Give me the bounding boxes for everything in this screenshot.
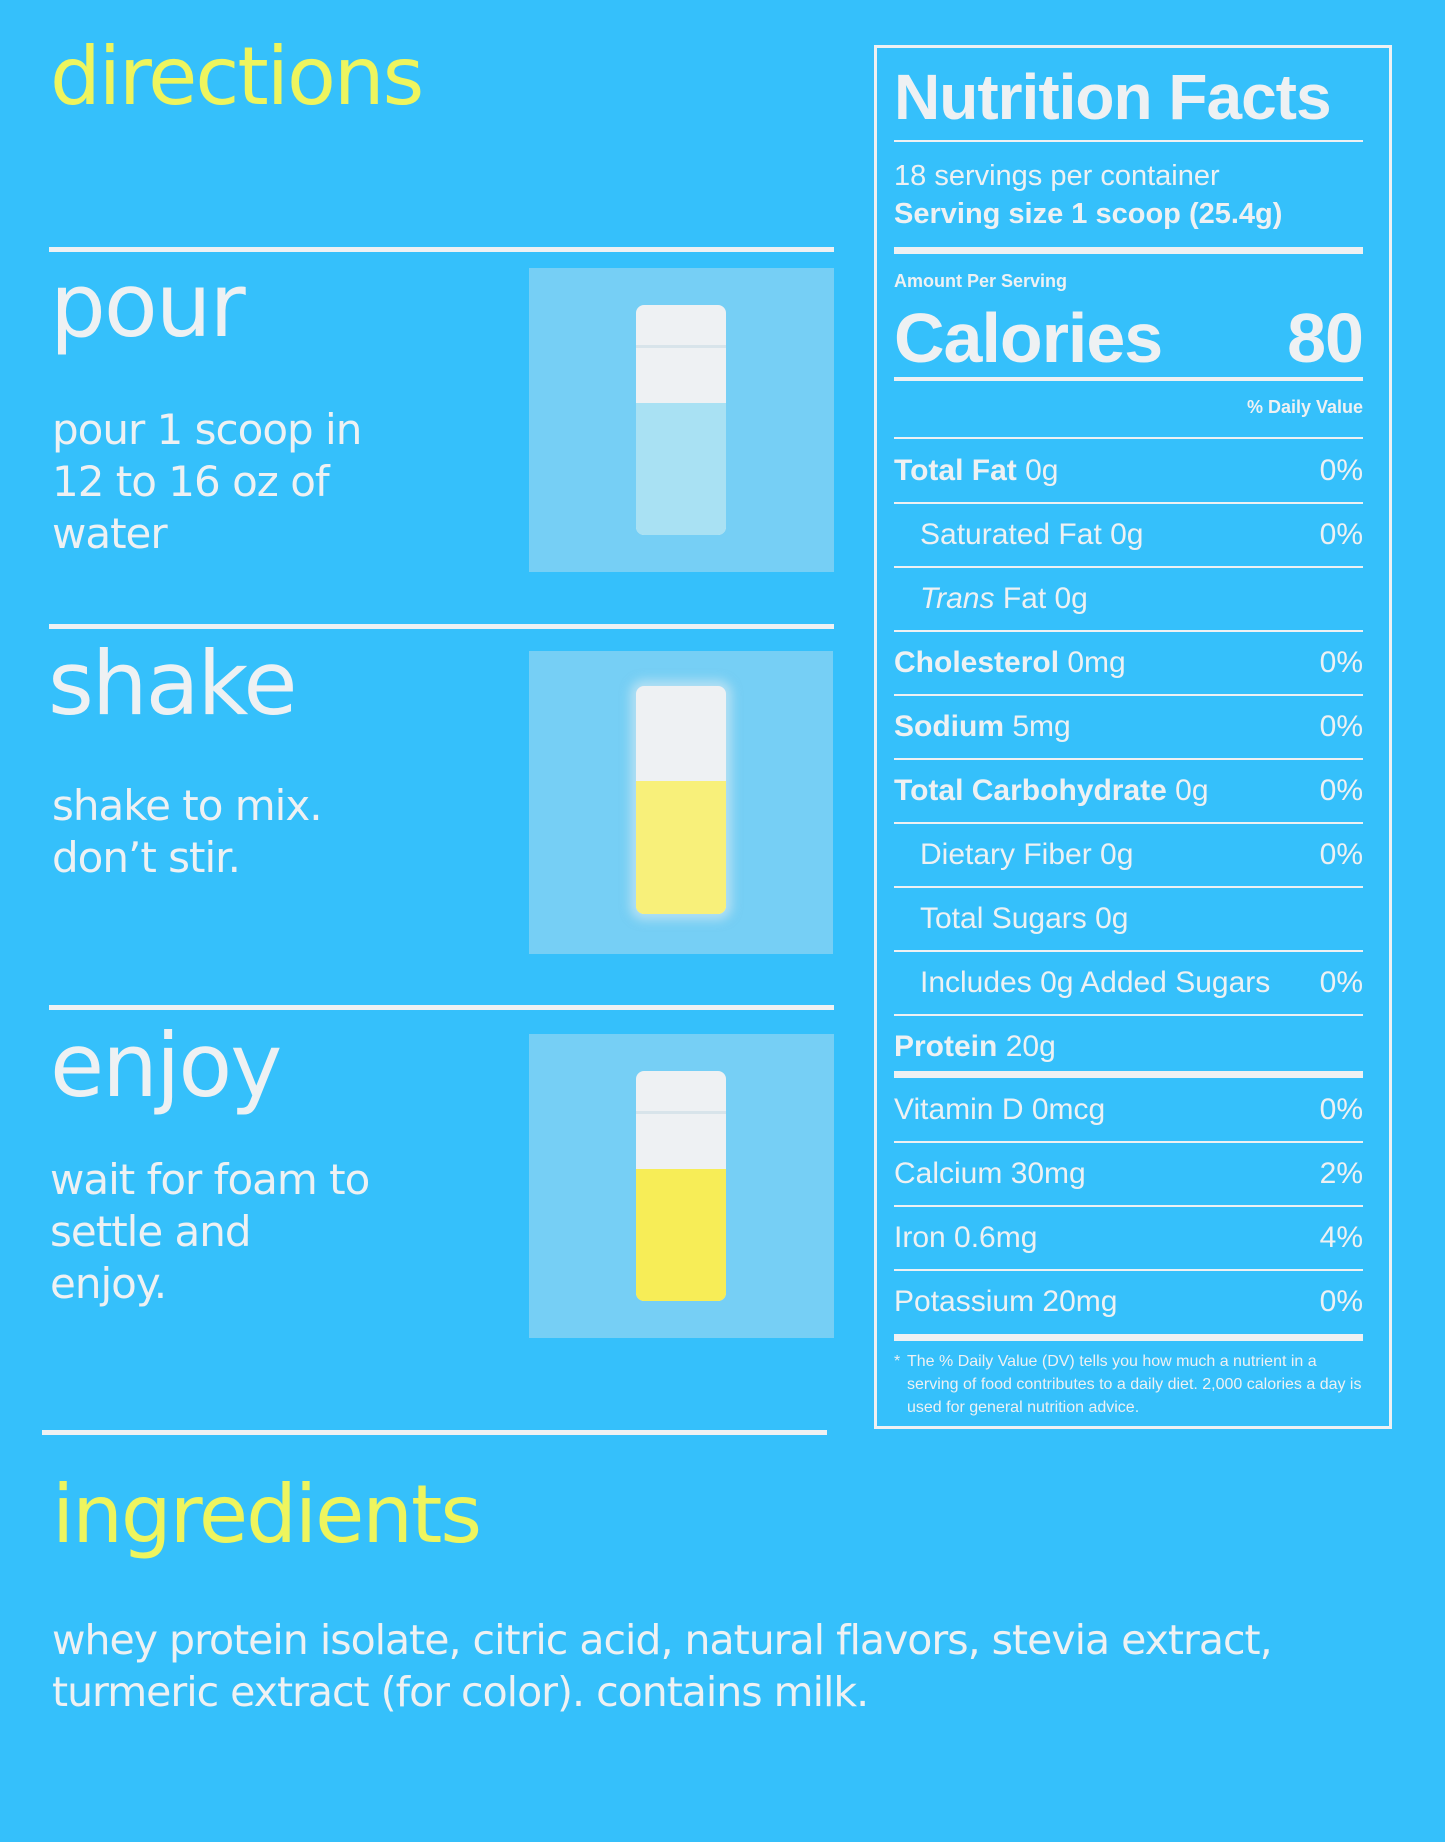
nutrient-label: Total Sugars 0g [920, 902, 1129, 935]
shaking-bottle-icon [636, 686, 726, 914]
nutrient-label: Protein [894, 1030, 998, 1063]
divider [42, 1430, 827, 1435]
nutrient-daily-value: 0% [1319, 454, 1363, 487]
nutrient-daily-value: 0% [1319, 966, 1363, 999]
divider [894, 566, 1363, 568]
nutrient-amount: Fat 0g [1002, 582, 1088, 615]
step-pour-text: pour 1 scoop in 12 to 16 oz of water [52, 405, 362, 558]
nutrient-label: Trans [920, 582, 995, 615]
divider [894, 694, 1363, 696]
nutrient-label: Sodium [894, 710, 1004, 743]
divider [894, 437, 1363, 439]
vitamin-daily-value: 0% [1319, 1093, 1363, 1126]
directions-title: directions [50, 30, 424, 123]
divider [49, 1005, 834, 1010]
vitamin-daily-value: 4% [1319, 1221, 1363, 1254]
nutrient-amount: 0g [1175, 774, 1209, 807]
nutrition-facts-panel: Nutrition Facts 18 servings per containe… [874, 45, 1392, 1429]
divider [49, 624, 834, 629]
nutrient-row: Includes 0g Added Sugars 0% [894, 951, 1363, 1015]
ingredients-title: ingredients [52, 1468, 482, 1561]
nutrient-label: Cholesterol [894, 646, 1060, 679]
step-shake-text: shake to mix. don’t stir. [52, 781, 323, 882]
bottle-icon [636, 1071, 726, 1301]
vitamin-row: Potassium 20mg 0% [894, 1270, 1363, 1334]
nutrient-label: Includes 0g Added Sugars [920, 966, 1271, 999]
footnote-text: The % Daily Value (DV) tells you how muc… [907, 1353, 1362, 1416]
divider [894, 1205, 1363, 1207]
thick-divider [894, 247, 1363, 254]
nutrient-row: Cholesterol 0mg 0% [894, 631, 1363, 695]
nutrient-daily-value: 0% [1319, 646, 1363, 679]
divider [894, 886, 1363, 888]
vitamin-label: Iron 0.6mg [894, 1221, 1038, 1254]
nutrient-row: Trans Fat 0g [894, 567, 1363, 631]
daily-value-header: % Daily Value [1246, 397, 1363, 417]
divider [894, 377, 1363, 381]
step-shake-heading: shake [48, 632, 298, 735]
divider [894, 1014, 1363, 1016]
nutrient-label: Saturated Fat 0g [920, 518, 1144, 551]
divider [894, 758, 1363, 760]
step-enjoy-heading: enjoy [50, 1014, 282, 1117]
vitamin-row: Vitamin D 0mcg 0% [894, 1078, 1363, 1142]
nutrient-daily-value: 0% [1319, 710, 1363, 743]
step-pour-heading: pour [50, 254, 246, 357]
step-enjoy-text: wait for foam to settle and enjoy. [50, 1155, 370, 1308]
divider [894, 502, 1363, 504]
nutrient-label: Dietary Fiber 0g [920, 838, 1134, 871]
vitamin-label: Calcium 30mg [894, 1157, 1086, 1190]
nutrient-row: Protein 20g [894, 1015, 1363, 1079]
divider [894, 630, 1363, 632]
thick-divider [894, 1334, 1363, 1341]
vitamin-row: Iron 0.6mg 4% [894, 1206, 1363, 1270]
divider [894, 1269, 1363, 1271]
enjoy-illustration [529, 1034, 834, 1338]
nutrient-daily-value: 0% [1319, 518, 1363, 551]
vitamin-row: Calcium 30mg 2% [894, 1142, 1363, 1206]
vitamin-daily-value: 0% [1319, 1285, 1363, 1318]
servings-per-container: 18 servings per container [894, 160, 1220, 192]
nutrient-daily-value: 0% [1319, 774, 1363, 807]
shake-illustration [529, 651, 833, 954]
footnote-mark: * [894, 1353, 901, 1370]
divider [894, 140, 1363, 142]
calories-row: Calories 80 [894, 298, 1364, 378]
nutrient-label: Total Carbohydrate [894, 774, 1167, 807]
divider [894, 950, 1363, 952]
nutrient-row: Dietary Fiber 0g 0% [894, 823, 1363, 887]
serving-size: Serving size 1 scoop (25.4g) [894, 198, 1283, 230]
nutrient-row: Saturated Fat 0g 0% [894, 503, 1363, 567]
nutrition-title: Nutrition Facts [894, 61, 1332, 133]
thick-divider [894, 1071, 1363, 1078]
nutrient-amount: 20g [1005, 1030, 1056, 1063]
vitamin-label: Potassium 20mg [894, 1285, 1118, 1318]
nutrient-row: Sodium 5mg 0% [894, 695, 1363, 759]
nutrient-row: Total Fat 0g 0% [894, 439, 1363, 503]
pour-illustration [529, 268, 834, 572]
nutrient-label: Total Fat [894, 454, 1017, 487]
calories-label: Calories [894, 299, 1163, 377]
nutrient-amount: 0mg [1067, 646, 1126, 679]
ingredients-text: whey protein isolate, citric acid, natur… [52, 1616, 1273, 1716]
vitamin-label: Vitamin D 0mcg [894, 1093, 1106, 1126]
nutrient-amount: 0g [1025, 454, 1059, 487]
footnote: * The % Daily Value (DV) tells you how m… [894, 1350, 1363, 1419]
divider [894, 822, 1363, 824]
nutrient-row: Total Sugars 0g [894, 887, 1363, 951]
divider [49, 247, 834, 252]
bottle-icon [636, 305, 726, 535]
nutrient-amount: 5mg [1012, 710, 1071, 743]
amount-per-serving: Amount Per Serving [894, 271, 1068, 291]
nutrient-daily-value: 0% [1319, 838, 1363, 871]
calories-value: 80 [1287, 299, 1364, 377]
vitamin-daily-value: 2% [1319, 1157, 1363, 1190]
divider [894, 1141, 1363, 1143]
nutrient-row: Total Carbohydrate 0g 0% [894, 759, 1363, 823]
